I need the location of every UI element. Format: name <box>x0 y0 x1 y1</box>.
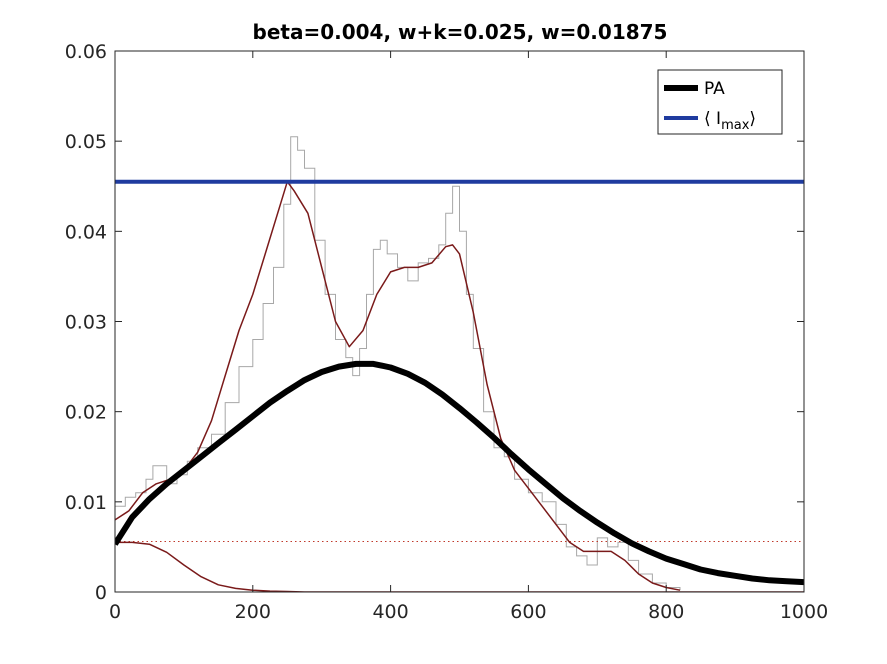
y-tick-label: 0.06 <box>65 41 107 63</box>
axes: 0 200 400 600 800 1000 0 0.01 0.02 0.03 0.04 0.05 0.… <box>65 41 828 623</box>
x-tick-label: 0 <box>109 601 121 623</box>
y-tick-label: 0.02 <box>65 402 107 424</box>
y-tick-label: 0.04 <box>65 221 107 243</box>
legend-label-imax: ⟨ Imax⟩ <box>704 109 756 133</box>
series-smooth-main-line <box>115 180 681 591</box>
legend-label-subscript: max <box>721 118 750 133</box>
x-tick-label: 600 <box>510 601 546 623</box>
series-pa-line <box>115 360 804 586</box>
y-tick-label: 0.05 <box>65 131 107 153</box>
chart-title: beta=0.004, w+k=0.025, w=0.01875 <box>253 20 668 44</box>
y-tick-label: 0.03 <box>65 312 107 334</box>
x-tick-label: 200 <box>235 601 271 623</box>
legend-label-main: PA <box>704 79 725 99</box>
legend-label-tail: ⟩ <box>749 109 756 129</box>
x-tick-label: 800 <box>648 601 684 623</box>
legend-label-main: ⟨ I <box>704 109 721 129</box>
y-tick-label: 0 <box>95 582 107 604</box>
legend-label-pa: PA <box>704 79 725 99</box>
legend: PA ⟨ Imax⟩ <box>657 69 783 135</box>
y-tick-label: 0.01 <box>65 492 107 514</box>
x-tick-label: 400 <box>372 601 408 623</box>
legend-box <box>657 69 783 135</box>
x-tick-label: 1000 <box>780 601 828 623</box>
series-noisy-line <box>115 136 681 591</box>
